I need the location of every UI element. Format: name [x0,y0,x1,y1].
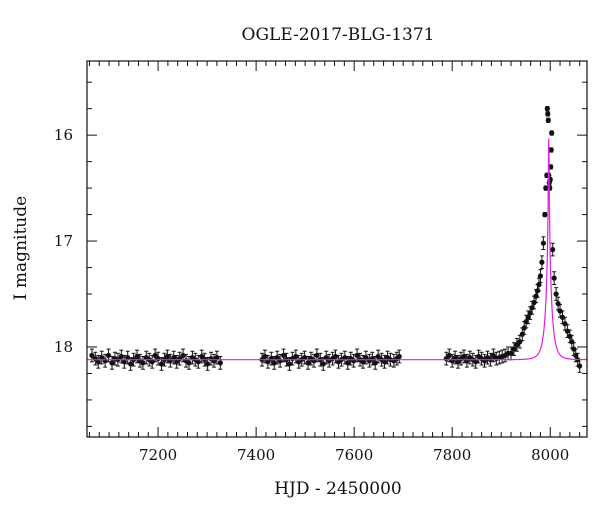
x-tick-label: 7800 [433,446,471,464]
data-point [545,117,551,123]
data-point [549,130,555,136]
x-tick-label: 8000 [531,446,569,464]
data-point [548,147,554,153]
data-point [345,356,351,370]
data-point [544,106,550,112]
y-axis-label: I magnitude [11,196,31,300]
y-tick-label: 17 [54,232,73,250]
data-point [217,356,223,370]
data-point [484,350,491,365]
data-point [550,242,556,257]
tick-labels: 7200 7400 7600 7800 8000 16 17 18 [54,126,569,464]
data-point [118,349,124,364]
data-point [396,349,402,364]
data-point [559,310,566,325]
data-point [109,356,115,370]
data-point [302,350,308,365]
axis-ticks [87,61,587,437]
data-point [525,310,531,325]
data-point [545,111,551,117]
data-point [164,349,170,364]
y-tick-label: 18 [54,338,73,356]
data-point [539,255,545,270]
data-point [517,334,523,349]
model-curve [87,138,588,361]
x-axis-label: HJD - 2450000 [274,479,402,499]
data-point [354,348,360,363]
y-tick-label: 16 [54,126,73,144]
data-point [99,350,105,365]
x-tick-label: 7600 [335,446,373,464]
data-point [375,349,381,364]
data-point [543,185,549,191]
data-point [121,354,127,369]
data-point [511,342,517,356]
x-tick-label: 7200 [139,446,177,464]
data-point [537,269,544,283]
data-point [452,350,458,365]
plot-frame [86,60,588,438]
data-point [95,354,101,369]
data-point [265,354,271,369]
data-point [305,356,311,370]
data-point [551,271,557,285]
x-tick-label: 7400 [237,446,275,464]
data-point [536,277,542,292]
data-point [553,287,559,301]
data-point [134,349,140,364]
data-point [171,350,177,365]
data-point [186,356,192,370]
data-point [363,350,369,365]
data-layer [89,106,583,373]
data-point [140,356,146,370]
data-point [540,236,546,251]
chart-title: OGLE-2017-BLG-1371 [242,25,435,45]
data-point [381,354,388,369]
data-point [542,211,548,218]
data-point [360,354,366,369]
data-point [461,349,467,364]
